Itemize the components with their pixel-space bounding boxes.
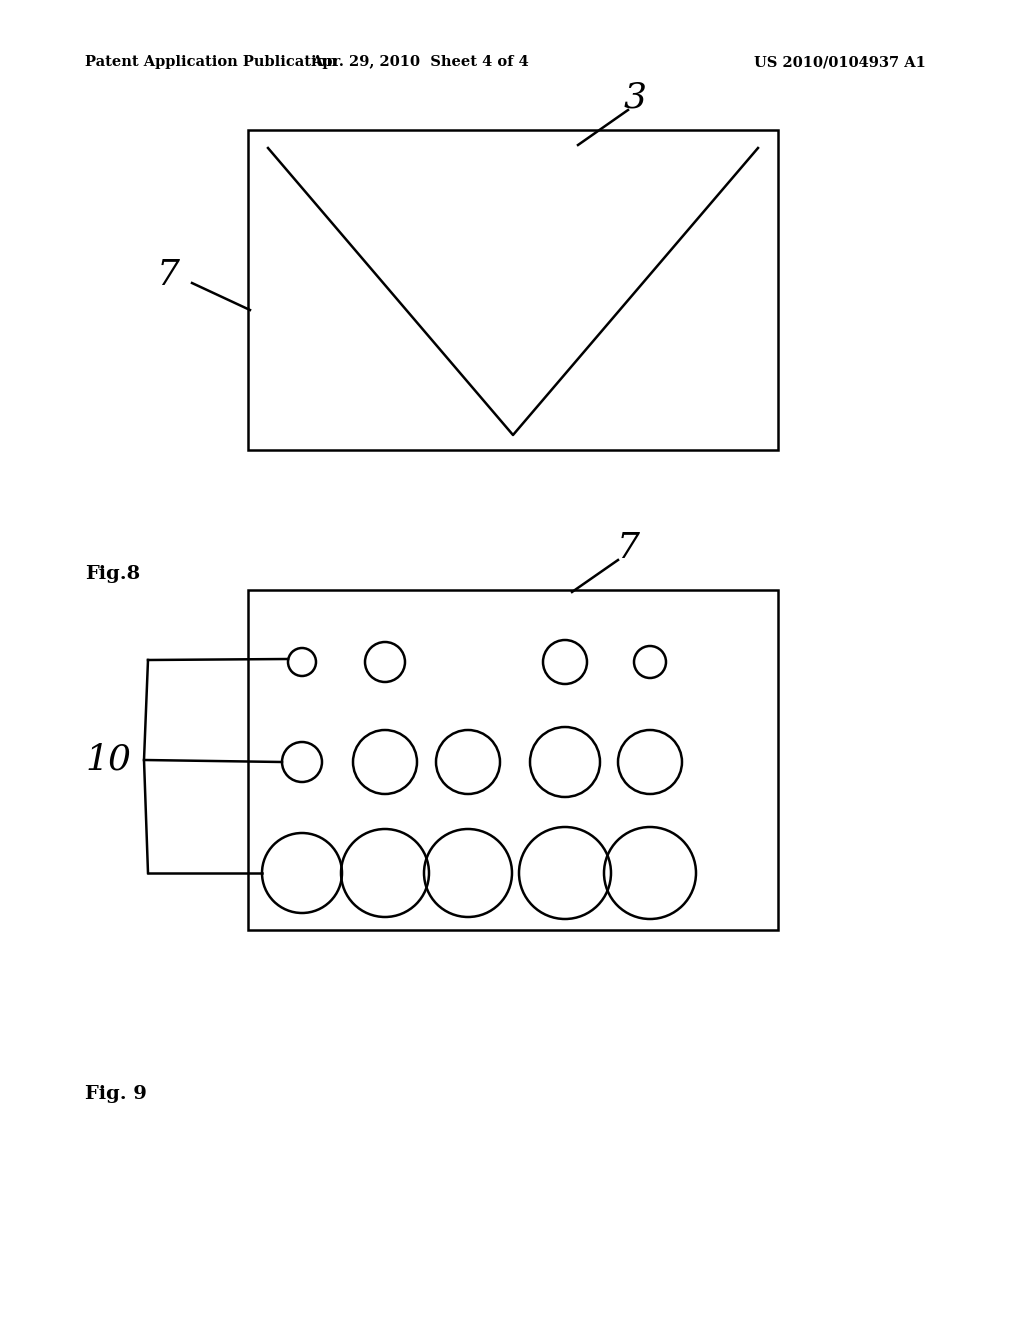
Text: 10: 10 <box>85 743 131 777</box>
Text: Apr. 29, 2010  Sheet 4 of 4: Apr. 29, 2010 Sheet 4 of 4 <box>311 55 528 69</box>
Text: 3: 3 <box>624 81 646 114</box>
Text: Fig.8: Fig.8 <box>85 565 140 583</box>
Text: 7: 7 <box>157 257 179 292</box>
Bar <box>248 590 778 931</box>
Bar <box>248 129 778 450</box>
Text: Fig. 9: Fig. 9 <box>85 1085 146 1104</box>
Text: US 2010/0104937 A1: US 2010/0104937 A1 <box>754 55 926 69</box>
Text: 7: 7 <box>616 531 640 565</box>
Text: Patent Application Publication: Patent Application Publication <box>85 55 337 69</box>
